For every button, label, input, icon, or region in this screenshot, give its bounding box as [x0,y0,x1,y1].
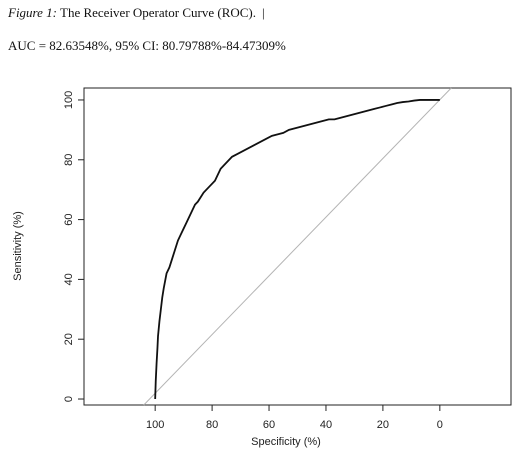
y-tick-label: 100 [63,91,75,109]
x-tick-label: 40 [320,419,332,431]
reference-diagonal [143,87,452,406]
x-axis-title: Specificity (%) [251,436,321,448]
y-tick-label: 80 [63,154,75,166]
y-tick-label: 20 [63,333,75,345]
auc-summary: AUC = 82.63548%, 95% CI: 80.79788%-84.47… [8,38,286,53]
x-tick-label: 100 [146,419,164,431]
figure-title: The Receiver Operator Curve (ROC). [60,5,257,20]
figure-caption: Figure 1: The Receiver Operator Curve (R… [8,5,265,21]
roc-curve [154,99,440,400]
x-tick-label: 20 [377,419,389,431]
y-axis: 0 20 40 60 80 100 [63,91,84,402]
x-tick-label: 60 [263,419,275,431]
figure-label: Figure 1: [8,5,57,20]
x-axis: 100 80 60 40 20 0 [146,404,443,431]
y-tick-label: 60 [63,213,75,225]
x-tick-label: 0 [437,419,443,431]
y-axis-title: Sensitivity (%) [12,211,24,281]
text-cursor: | [262,5,265,20]
y-tick-label: 0 [63,396,75,402]
x-tick-label: 80 [206,419,218,431]
y-tick-label: 40 [63,273,75,285]
